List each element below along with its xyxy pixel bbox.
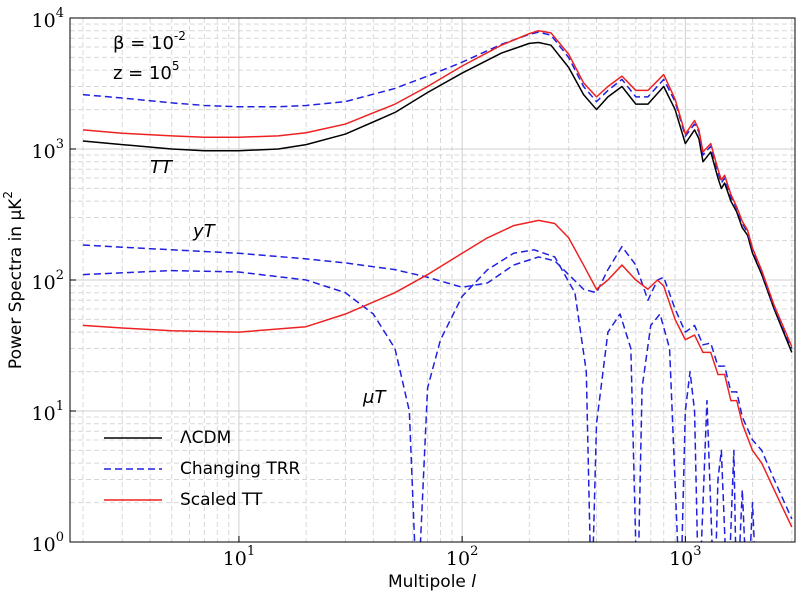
x-tick-label: 101 xyxy=(223,544,255,571)
annotation-text: β = 10 xyxy=(113,33,174,54)
y-tick-label: 100 xyxy=(32,530,64,557)
x-axis-label-text: Multipole xyxy=(388,572,466,592)
y-tick-label-exp: 0 xyxy=(56,530,64,545)
y-axis-label-exp: 2 xyxy=(1,191,15,199)
y-tick-label: 102 xyxy=(32,268,64,295)
annotation: TT xyxy=(150,157,174,178)
y-tick-label: 103 xyxy=(32,137,64,164)
legend-label: ΛCDM xyxy=(180,428,231,448)
plot-area xyxy=(82,29,793,542)
x-tick-label-base: 10 xyxy=(669,548,693,570)
annotation-text: yT xyxy=(192,221,217,242)
x-tick-label-exp: 3 xyxy=(693,544,701,559)
series-line xyxy=(82,31,793,349)
y-tick-label-exp: 2 xyxy=(56,268,64,283)
x-tick-label-base: 10 xyxy=(223,548,247,570)
y-tick-label-exp: 4 xyxy=(56,6,64,21)
annotation-text: z = 10 xyxy=(113,63,172,84)
series-line xyxy=(82,219,793,528)
y-tick-label-exp: 1 xyxy=(56,399,64,414)
annotation-exp: 5 xyxy=(172,59,180,73)
annotation-text: TT xyxy=(150,157,174,178)
grid xyxy=(70,17,795,543)
x-tick-label: 103 xyxy=(669,544,701,571)
y-tick-label-exp: 3 xyxy=(56,137,64,152)
legend-label: Scaled TT xyxy=(180,490,263,510)
y-tick-label: 104 xyxy=(32,6,64,33)
y-axis-label: Power Spectra in μK2 xyxy=(1,191,27,369)
y-tick-label-base: 10 xyxy=(32,534,56,556)
x-tick-label: 102 xyxy=(446,544,478,571)
y-tick-label-base: 10 xyxy=(32,10,56,32)
y-tick-label-base: 10 xyxy=(32,141,56,163)
series-line xyxy=(82,249,755,542)
annotation: z = 105 xyxy=(113,59,180,85)
x-tick-label-base: 10 xyxy=(446,548,470,570)
annotation: yT xyxy=(192,221,217,242)
annotation-text: μT xyxy=(362,387,387,408)
series-line xyxy=(82,41,793,353)
y-tick-label-base: 10 xyxy=(32,403,56,425)
legend-label: Changing TRR xyxy=(180,459,301,479)
series-line xyxy=(82,29,793,347)
x-axis-label-var: l xyxy=(471,572,476,592)
annotation: β = 10-2 xyxy=(113,29,186,55)
y-tick-label-base: 10 xyxy=(32,272,56,294)
annotation-exp: -2 xyxy=(174,29,186,43)
series-line xyxy=(82,244,793,520)
y-axis-label-text: Power Spectra in μK xyxy=(6,198,26,369)
y-tick-label: 101 xyxy=(32,399,64,426)
annotation: μT xyxy=(362,387,387,408)
x-tick-label-exp: 2 xyxy=(470,544,478,559)
x-tick-label-exp: 1 xyxy=(247,544,255,559)
x-axis-label: Multipole l xyxy=(388,572,476,592)
